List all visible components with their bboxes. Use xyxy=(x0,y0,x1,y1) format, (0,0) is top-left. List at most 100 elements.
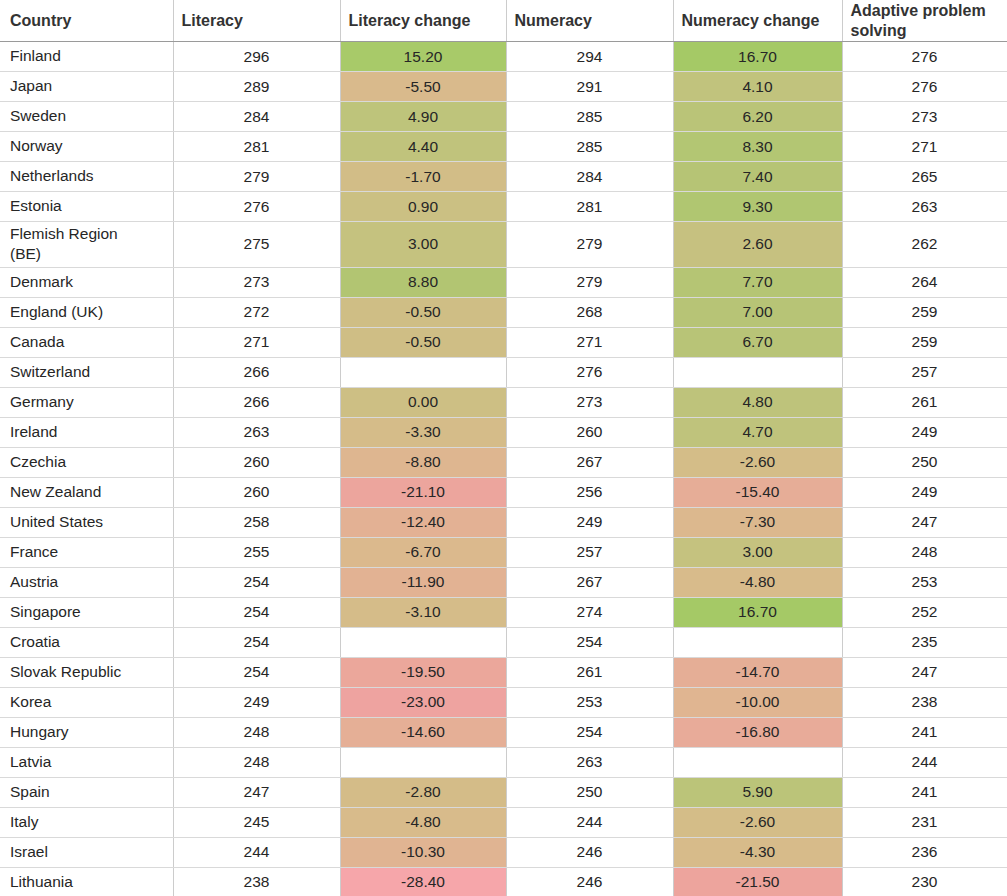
numeracy-change-cell: 4.80 xyxy=(673,387,842,417)
table-row: Netherlands279-1.702847.40265 xyxy=(0,162,1007,192)
numeracy-cell: 246 xyxy=(506,837,673,867)
numeracy-change-cell: -7.30 xyxy=(673,507,842,537)
adaptive-problem-solving-cell: 247 xyxy=(842,657,1007,687)
adaptive-problem-solving-cell: 276 xyxy=(842,42,1007,72)
literacy-cell: 248 xyxy=(173,717,340,747)
numeracy-change-cell xyxy=(673,357,842,387)
literacy-change-cell: 0.00 xyxy=(340,387,506,417)
adaptive-problem-solving-cell: 244 xyxy=(842,747,1007,777)
numeracy-change-cell: 16.70 xyxy=(673,597,842,627)
country-name: New Zealand xyxy=(10,482,101,502)
literacy-change-cell: -3.10 xyxy=(340,597,506,627)
adaptive-problem-solving-cell: 238 xyxy=(842,687,1007,717)
numeracy-change-cell: 2.60 xyxy=(673,222,842,268)
adaptive-problem-solving-cell: 259 xyxy=(842,297,1007,327)
literacy-change-cell: -21.10 xyxy=(340,477,506,507)
numeracy-cell: 260 xyxy=(506,417,673,447)
numeracy-change-cell: 7.40 xyxy=(673,162,842,192)
literacy-change-cell xyxy=(340,747,506,777)
literacy-cell: 284 xyxy=(173,102,340,132)
literacy-change-cell: -6.70 xyxy=(340,537,506,567)
country-cell: New Zealand xyxy=(0,477,173,507)
numeracy-change-cell: -15.40 xyxy=(673,477,842,507)
table-body: Finland29615.2029416.70276Japan289-5.502… xyxy=(0,42,1007,896)
numeracy-change-cell: 7.70 xyxy=(673,267,842,297)
numeracy-change-cell xyxy=(673,627,842,657)
numeracy-cell: 279 xyxy=(506,222,673,268)
numeracy-cell: 273 xyxy=(506,387,673,417)
table-row: Germany2660.002734.80261 xyxy=(0,387,1007,417)
country-name: Italy xyxy=(10,812,38,832)
numeracy-cell: 291 xyxy=(506,72,673,102)
country-cell: France xyxy=(0,537,173,567)
numeracy-cell: 294 xyxy=(506,42,673,72)
numeracy-change-cell: -14.70 xyxy=(673,657,842,687)
table-row: Latvia248263244 xyxy=(0,747,1007,777)
country-name: Spain xyxy=(10,782,50,802)
column-header-numeracy-change: Numeracy change xyxy=(673,0,842,42)
country-cell: Slovak Republic xyxy=(0,657,173,687)
numeracy-cell: 285 xyxy=(506,102,673,132)
table-row: Flemish Region (BE)2753.002792.60262 xyxy=(0,222,1007,268)
numeracy-change-cell: -4.80 xyxy=(673,567,842,597)
numeracy-cell: 267 xyxy=(506,567,673,597)
country-scores-table: Country Literacy Literacy change Numerac… xyxy=(0,0,1007,896)
numeracy-change-cell: 16.70 xyxy=(673,42,842,72)
numeracy-change-cell: -10.00 xyxy=(673,687,842,717)
country-cell: Canada xyxy=(0,327,173,357)
country-cell: Israel xyxy=(0,837,173,867)
country-cell: Spain xyxy=(0,777,173,807)
adaptive-problem-solving-cell: 247 xyxy=(842,507,1007,537)
country-name: Flemish Region (BE) xyxy=(10,224,152,265)
literacy-change-cell: -3.30 xyxy=(340,417,506,447)
literacy-cell: 244 xyxy=(173,837,340,867)
literacy-cell: 254 xyxy=(173,657,340,687)
literacy-change-cell: 15.20 xyxy=(340,42,506,72)
table-row: Canada271-0.502716.70259 xyxy=(0,327,1007,357)
numeracy-cell: 268 xyxy=(506,297,673,327)
header-row: Country Literacy Literacy change Numerac… xyxy=(0,0,1007,42)
literacy-cell: 272 xyxy=(173,297,340,327)
country-cell: Norway xyxy=(0,132,173,162)
country-cell: Ireland xyxy=(0,417,173,447)
country-name: Israel xyxy=(10,842,48,862)
column-header-numeracy: Numeracy xyxy=(506,0,673,42)
country-cell: Czechia xyxy=(0,447,173,477)
country-name: Netherlands xyxy=(10,166,94,186)
adaptive-problem-solving-cell: 248 xyxy=(842,537,1007,567)
country-cell: Flemish Region (BE) xyxy=(0,222,173,268)
country-name: Czechia xyxy=(10,452,66,472)
literacy-cell: 238 xyxy=(173,867,340,896)
country-name: Korea xyxy=(10,692,51,712)
table-row: Korea249-23.00253-10.00238 xyxy=(0,687,1007,717)
country-cell: Japan xyxy=(0,72,173,102)
literacy-change-cell xyxy=(340,357,506,387)
literacy-change-cell: -0.50 xyxy=(340,297,506,327)
table-row: Spain247-2.802505.90241 xyxy=(0,777,1007,807)
numeracy-cell: 261 xyxy=(506,657,673,687)
column-header-country: Country xyxy=(0,0,173,42)
country-name: Germany xyxy=(10,392,74,412)
country-name: Austria xyxy=(10,572,58,592)
literacy-change-cell: 8.80 xyxy=(340,267,506,297)
numeracy-change-cell: 9.30 xyxy=(673,192,842,222)
adaptive-problem-solving-cell: 257 xyxy=(842,357,1007,387)
table-row: Singapore254-3.1027416.70252 xyxy=(0,597,1007,627)
literacy-cell: 271 xyxy=(173,327,340,357)
literacy-cell: 273 xyxy=(173,267,340,297)
adaptive-problem-solving-cell: 261 xyxy=(842,387,1007,417)
numeracy-cell: 263 xyxy=(506,747,673,777)
numeracy-cell: 267 xyxy=(506,447,673,477)
table-row: Italy245-4.80244-2.60231 xyxy=(0,807,1007,837)
table-row: Sweden2844.902856.20273 xyxy=(0,102,1007,132)
country-cell: Sweden xyxy=(0,102,173,132)
adaptive-problem-solving-cell: 231 xyxy=(842,807,1007,837)
numeracy-change-cell: -2.60 xyxy=(673,807,842,837)
literacy-change-cell xyxy=(340,627,506,657)
table-row: Austria254-11.90267-4.80253 xyxy=(0,567,1007,597)
column-header-literacy: Literacy xyxy=(173,0,340,42)
numeracy-cell: 276 xyxy=(506,357,673,387)
adaptive-problem-solving-cell: 241 xyxy=(842,717,1007,747)
adaptive-problem-solving-cell: 262 xyxy=(842,222,1007,268)
country-cell: Switzerland xyxy=(0,357,173,387)
